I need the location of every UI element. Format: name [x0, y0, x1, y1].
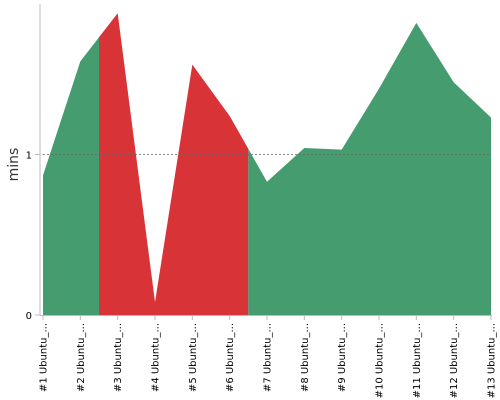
x-tick-label: #11 Ubuntu_...	[412, 323, 423, 398]
area-segments	[43, 13, 491, 316]
x-tick-label: #8 Ubuntu_...	[300, 323, 311, 392]
x-tick-label: #2 Ubuntu_...	[76, 323, 87, 392]
x-tick-label: #10 Ubuntu_...	[375, 323, 386, 398]
y-tick-label: 1	[26, 150, 32, 161]
x-tick-label: #7 Ubuntu_...	[263, 323, 274, 392]
x-tick-label: #3 Ubuntu_...	[113, 323, 124, 392]
x-axis-ticks: #1 Ubuntu_... #2 Ubuntu_... #3 Ubuntu_... #…	[39, 315, 498, 398]
y-tick-label: 0	[26, 311, 32, 322]
x-tick-label: #6 Ubuntu_...	[225, 323, 236, 392]
x-tick-label: #1 Ubuntu_...	[39, 323, 50, 392]
x-tick-label: #13 Ubuntu_...	[487, 323, 498, 398]
area-segment-ok-3	[248, 22, 491, 316]
y-axis-title: mins	[6, 148, 22, 182]
y-axis-ticks: 01	[26, 150, 40, 322]
area-segment-ok-1	[43, 37, 99, 315]
area-segment-failed-2	[99, 13, 249, 316]
x-tick-label: #9 Ubuntu_...	[337, 323, 348, 392]
x-tick-label: #12 Ubuntu_...	[449, 323, 460, 398]
x-tick-label: #5 Ubuntu_...	[188, 323, 199, 392]
x-tick-label: #4 Ubuntu_...	[151, 323, 162, 392]
